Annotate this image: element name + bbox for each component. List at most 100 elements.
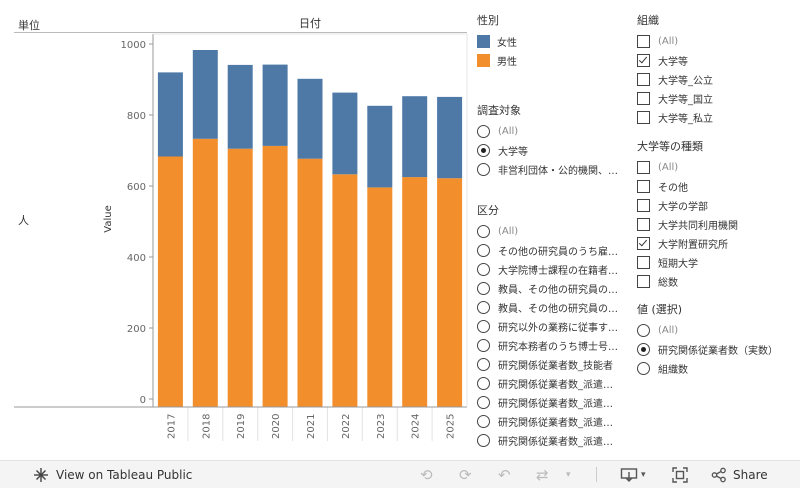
category-option[interactable]: 研究関係従業者数_派遣… xyxy=(477,412,625,431)
checkbox-checked-icon[interactable] xyxy=(637,54,650,67)
checkbox-icon[interactable] xyxy=(637,92,650,105)
value-option[interactable]: 研究関係従業者数（実数） xyxy=(637,340,797,359)
radio-icon[interactable] xyxy=(477,396,490,409)
radio-icon[interactable] xyxy=(477,225,490,238)
checkbox-icon[interactable] xyxy=(637,35,650,48)
bar-segment[interactable] xyxy=(192,138,218,408)
legend-item-female[interactable]: 女性 xyxy=(477,32,627,51)
checkbox-icon[interactable] xyxy=(637,73,650,86)
radio-selected-icon[interactable] xyxy=(637,343,650,356)
refresh-icon[interactable]: ⇄ xyxy=(536,465,549,484)
checkbox-icon[interactable] xyxy=(637,199,650,212)
option-label: 研究関係従業者数_技能者 xyxy=(498,361,613,372)
category-option[interactable]: 研究関係従業者数_派遣… xyxy=(477,374,625,393)
survey-option-university[interactable]: 大学等 xyxy=(477,141,625,160)
x-tick-label: 2021 xyxy=(306,414,317,439)
value-option[interactable]: 組織数 xyxy=(637,359,797,378)
radio-selected-icon[interactable] xyxy=(477,144,490,157)
radio-icon[interactable] xyxy=(477,320,490,333)
org-option[interactable]: 大学等 xyxy=(637,51,792,70)
bar-segment[interactable] xyxy=(227,64,253,149)
category-filter: 区分 (All) その他の研究員のうち雇… 大学院博士課程の在籍者… 教員、その… xyxy=(477,202,625,450)
bar-segment[interactable] xyxy=(297,158,323,407)
radio-icon[interactable] xyxy=(477,377,490,390)
y-tick-label: 0 xyxy=(140,395,146,406)
bar-segment[interactable] xyxy=(402,96,428,178)
x-tick-label: 2019 xyxy=(236,414,247,439)
radio-icon[interactable] xyxy=(477,415,490,428)
category-option[interactable]: 教員、その他の研究員の… xyxy=(477,298,625,317)
bar-segment[interactable] xyxy=(192,50,218,139)
category-option[interactable]: 研究本務者のうち博士号… xyxy=(477,336,625,355)
univ-type-option[interactable]: その他 xyxy=(637,177,792,196)
category-option[interactable]: 研究関係従業者数_技能者 xyxy=(477,355,625,374)
radio-icon[interactable] xyxy=(477,358,490,371)
survey-option-nonprofit[interactable]: 非営利団体・公的機関、… xyxy=(477,160,625,179)
org-option[interactable]: 大学等_公立 xyxy=(637,70,792,89)
option-label: 総数 xyxy=(658,278,678,289)
undo-icon[interactable]: ⟲ xyxy=(420,465,433,484)
bar-segment[interactable] xyxy=(157,72,183,157)
radio-icon[interactable] xyxy=(477,125,490,138)
share-button[interactable]: Share xyxy=(711,461,768,488)
org-option[interactable]: 大学等_私立 xyxy=(637,108,792,127)
legend-label-male: 男性 xyxy=(497,57,517,68)
radio-icon[interactable] xyxy=(637,324,650,337)
checkbox-icon[interactable] xyxy=(637,111,650,124)
checkbox-icon[interactable] xyxy=(637,180,650,193)
category-option[interactable]: 大学院博士課程の在籍者… xyxy=(477,260,625,279)
option-label: その他 xyxy=(658,183,688,194)
checkbox-icon[interactable] xyxy=(637,218,650,231)
univ-type-option[interactable]: 大学の学部 xyxy=(637,196,792,215)
univ-type-option[interactable]: 総数 xyxy=(637,272,792,291)
category-option[interactable]: その他の研究員のうち雇… xyxy=(477,241,625,260)
bar-segment[interactable] xyxy=(437,96,463,179)
radio-icon[interactable] xyxy=(477,282,490,295)
org-filter: 組織 (All) 大学等 大学等_公立 大学等_国立 大学等_私立 xyxy=(637,12,792,127)
revert-icon[interactable]: ↶ xyxy=(498,465,511,484)
survey-option-all[interactable]: (All) xyxy=(477,122,625,141)
view-on-tableau-button[interactable]: View on Tableau Public xyxy=(33,461,192,488)
category-option[interactable]: 研究以外の業務に従事す… xyxy=(477,317,625,336)
radio-icon[interactable] xyxy=(477,163,490,176)
checkbox-checked-icon[interactable] xyxy=(637,237,650,250)
univ-type-option[interactable]: 大学附置研究所 xyxy=(637,234,792,253)
checkbox-icon[interactable] xyxy=(637,275,650,288)
radio-icon[interactable] xyxy=(477,244,490,257)
bar-segment[interactable] xyxy=(437,178,463,407)
fullscreen-button[interactable] xyxy=(672,461,688,488)
bar-segment[interactable] xyxy=(262,64,288,146)
checkbox-icon[interactable] xyxy=(637,161,650,174)
radio-icon[interactable] xyxy=(637,362,650,375)
category-option[interactable]: (All) xyxy=(477,222,625,241)
bar-segment[interactable] xyxy=(157,156,183,408)
bar-segment[interactable] xyxy=(262,145,288,407)
bar-segment[interactable] xyxy=(367,105,393,188)
download-button[interactable]: ▾ xyxy=(620,461,646,488)
bar-segment[interactable] xyxy=(332,92,358,175)
checkbox-icon[interactable] xyxy=(637,256,650,269)
univ-type-option[interactable]: 短期大学 xyxy=(637,253,792,272)
org-option[interactable]: (All) xyxy=(637,32,792,51)
bar-segment[interactable] xyxy=(367,187,393,407)
bar-segment[interactable] xyxy=(297,78,323,159)
redo-icon[interactable]: ⟳ xyxy=(459,465,472,484)
univ-type-option[interactable]: 大学共同利用機関 xyxy=(637,215,792,234)
univ-type-option[interactable]: (All) xyxy=(637,158,792,177)
refresh-dropdown-chevron-icon[interactable]: ▾ xyxy=(566,469,571,480)
option-label: 大学等 xyxy=(658,57,688,68)
share-icon xyxy=(711,467,726,482)
radio-icon[interactable] xyxy=(477,301,490,314)
value-option[interactable]: (All) xyxy=(637,321,797,340)
legend-item-male[interactable]: 男性 xyxy=(477,51,627,70)
bar-segment[interactable] xyxy=(402,177,428,407)
radio-icon[interactable] xyxy=(477,434,490,447)
bar-segment[interactable] xyxy=(332,174,358,407)
bar-segment[interactable] xyxy=(227,148,253,407)
radio-icon[interactable] xyxy=(477,339,490,352)
category-option[interactable]: 研究関係従業者数_派遣… xyxy=(477,431,625,450)
org-option[interactable]: 大学等_国立 xyxy=(637,89,792,108)
category-option[interactable]: 教員、その他の研究員の… xyxy=(477,279,625,298)
category-option[interactable]: 研究関係従業者数_派遣… xyxy=(477,393,625,412)
radio-icon[interactable] xyxy=(477,263,490,276)
